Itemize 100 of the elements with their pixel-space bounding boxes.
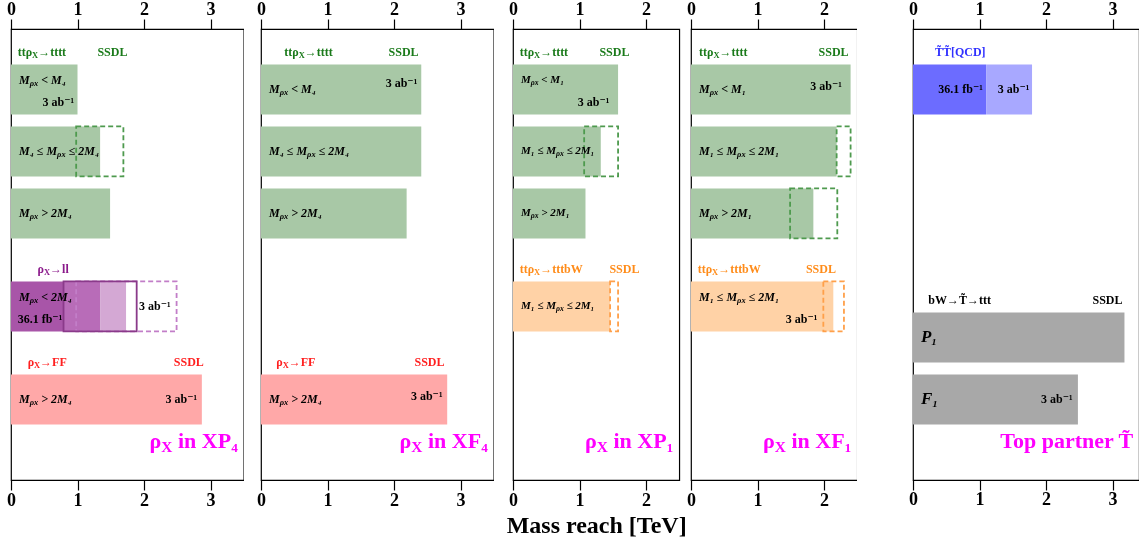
x-tick-label: 2: [1042, 0, 1051, 19]
annotation: ttρ$_{X}$→tttbW: [519, 262, 583, 278]
x-tick-label: 2: [390, 0, 399, 19]
y-tick-label: M₄ ≤ M$_{ρx}$ ≤ 2M₄: [268, 144, 350, 160]
annotation: SSDL: [609, 262, 640, 277]
text: SSDL: [599, 45, 630, 60]
x-tick-label: 2: [642, 0, 651, 19]
x-tick-label: 2: [140, 0, 149, 19]
x2-tick-label: 2: [390, 489, 399, 510]
annotation: 3 ab⁻¹: [810, 79, 843, 94]
bar: [691, 188, 814, 239]
x-tick-label: 1: [323, 0, 333, 19]
annotation: 36.1 fb⁻¹: [17, 311, 63, 326]
bar: [261, 126, 422, 177]
y-tick-label: M$_{ρx}$ < M₄: [18, 73, 66, 89]
bar: [913, 374, 1078, 425]
annotation: 3 ab⁻¹: [410, 389, 443, 404]
x-tick-label: 0: [909, 0, 918, 19]
annotation: 3 ab⁻¹: [165, 392, 198, 407]
bar: [513, 126, 601, 177]
x2-tick-label: 0: [509, 489, 518, 510]
y-tick-label: M$_{ρx}$ > 2M₄: [18, 206, 72, 222]
annotation: ρ$_{X}$→FF: [276, 355, 316, 371]
annotation: ρ$_{X}$→ll: [37, 262, 70, 278]
annotation: bW→T̃→ttt: [928, 293, 991, 308]
x-tick-label: 1: [73, 0, 83, 19]
annotation: 3 ab⁻¹: [997, 82, 1030, 97]
x2-tick-label: 0: [257, 489, 266, 510]
x-tick-label: 3: [1108, 0, 1118, 19]
y-tick-label: M$_{ρx}$ < 2M₄: [18, 290, 72, 306]
y-tick-label: M$_{ρx}$ > 2M₁: [520, 206, 570, 221]
x-tick-label: 0: [687, 0, 696, 19]
bar: [100, 281, 127, 332]
text: ρ$_{X}$ in XP₁: [585, 428, 674, 455]
annotation: 36.1 fb⁻¹: [938, 82, 984, 97]
bar: [913, 312, 1125, 363]
x2-tick-label: 3: [1108, 489, 1118, 510]
annotation: 3 ab⁻¹: [785, 311, 818, 326]
y-tick-label: M₁ ≤ M$_{ρx}$ ≤ 2M₁: [520, 144, 595, 159]
x-tick-label: 1: [975, 0, 985, 19]
bar: [822, 280, 845, 333]
y-tick-label: M₁ ≤ M$_{ρx}$ ≤ 2M₁: [520, 299, 595, 314]
bar: [11, 126, 101, 177]
x-axis-title: Mass reach [TeV]: [506, 511, 687, 538]
bar: [913, 64, 987, 115]
bar: [75, 125, 125, 178]
annotation: SSDL: [805, 262, 836, 277]
annotation: SSDL: [173, 355, 204, 370]
annotation: 3 ab⁻¹: [385, 76, 418, 91]
text: T̃T̃[QCD]: [934, 45, 986, 60]
x2-tick-label: 2: [1042, 489, 1051, 510]
annotation: 3 ab⁻¹: [1041, 392, 1073, 407]
text: ρ$_{X}$ in XF₄: [399, 428, 489, 455]
text: ttρ$_{X}$→tttt: [17, 45, 67, 61]
y-tick-label: M₄ ≤ M$_{ρx}$ ≤ 2M₄: [18, 144, 100, 160]
annotation: 3 ab⁻¹: [138, 299, 171, 314]
x-tick-label: 0: [7, 0, 16, 19]
text: ttρ$_{X}$→tttt: [519, 45, 569, 61]
x2-tick-label: 3: [206, 489, 216, 510]
text: ttρ$_{X}$→tttt: [698, 45, 748, 61]
x2-tick-label: 1: [575, 489, 585, 510]
y-tick-label: M$_{ρx}$ < M₄: [268, 82, 316, 98]
text: SSDL: [818, 45, 849, 60]
bar: [789, 187, 839, 240]
annotation: 3 ab⁻¹: [42, 94, 75, 109]
x-tick-label: 0: [257, 0, 266, 19]
bar: [513, 64, 619, 115]
y-tick-label: M₁ ≤ M$_{ρx}$ ≤ 2M₁: [698, 144, 780, 160]
bar: [261, 64, 422, 115]
annotation: ttρ$_{X}$→tttbW: [697, 262, 761, 278]
bar: [609, 280, 619, 333]
x-tick-label: 1: [575, 0, 585, 19]
text: SSDL: [97, 45, 128, 60]
x2-tick-label: 0: [909, 489, 918, 510]
x-tick-label: 0: [509, 0, 518, 19]
x-tick-label: 2: [820, 0, 829, 19]
x2-tick-label: 1: [323, 489, 333, 510]
bar: [261, 188, 407, 239]
y-tick-label: M$_{ρx}$ > 2M₄: [268, 206, 322, 222]
bar: [513, 188, 586, 239]
y-tick-label: M$_{ρx}$ > 2M₄: [268, 392, 322, 408]
annotation: SSDL: [414, 355, 445, 370]
x2-tick-label: 1: [73, 489, 83, 510]
x-tick-label: 1: [753, 0, 763, 19]
y-tick-label: M$_{ρx}$ < M₁: [520, 73, 564, 88]
y-tick-label: M$_{ρx}$ > 2M₁: [698, 206, 752, 222]
x2-tick-label: 0: [7, 489, 16, 510]
text: ρ$_{X}$ in XF₁: [763, 428, 852, 455]
text: ttρ$_{X}$→tttt: [284, 45, 333, 61]
y-tick-label: P₁: [920, 327, 938, 347]
bar: [11, 374, 202, 425]
x-tick-label: 3: [206, 0, 216, 19]
bar: [691, 64, 851, 115]
y-tick-label: M$_{ρx}$ > 2M₄: [18, 392, 72, 408]
x2-tick-label: 2: [140, 489, 149, 510]
x2-tick-label: 3: [456, 489, 466, 510]
annotation: ρ$_{X}$→FF: [27, 355, 67, 371]
bar: [513, 281, 611, 332]
y-tick-label: F₁: [920, 389, 939, 409]
bar: [691, 281, 834, 332]
